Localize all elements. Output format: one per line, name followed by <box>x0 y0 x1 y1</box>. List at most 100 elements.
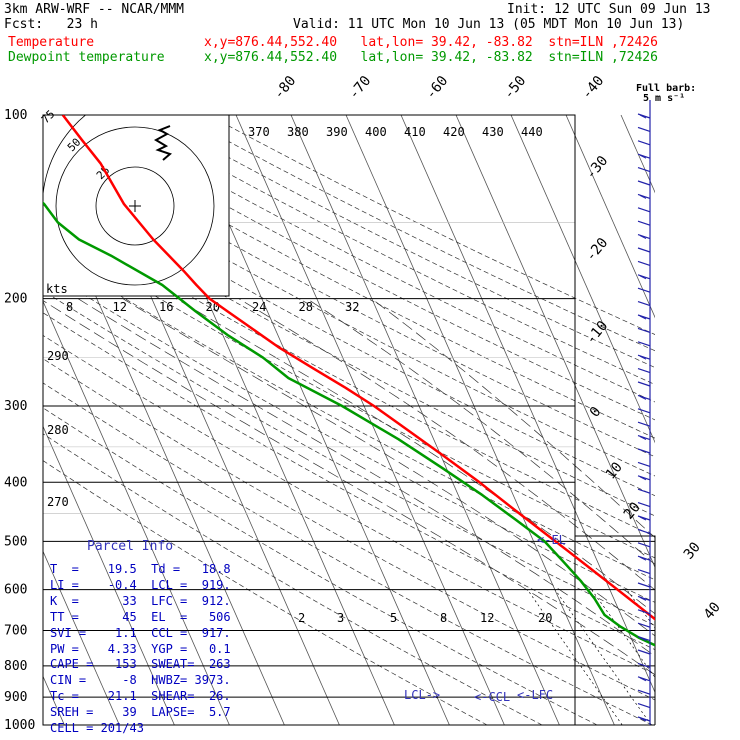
legend-temperature-name: Temperature <box>8 35 95 50</box>
theta-label-400: 400 <box>365 125 387 139</box>
wind-barb <box>637 461 651 467</box>
parcel-row: CELL = 201/43 <box>50 721 144 735</box>
isotherm-line <box>43 425 175 725</box>
wind-barb-flag <box>639 114 647 119</box>
wind-barb <box>637 515 651 521</box>
wind-barb-flag <box>639 476 647 481</box>
wind-barb <box>637 703 651 709</box>
legend-dewpoint-info: x,y=876.44,552.40 lat,lon= 39.42, -83.82… <box>204 50 658 65</box>
lower-frame-extension <box>575 535 656 725</box>
init-time: Init: 12 UTC Sun 09 Jun 13 <box>507 2 711 17</box>
wind-barb-flag <box>639 556 647 561</box>
theta-label-410: 410 <box>404 125 426 139</box>
hodograph-trace <box>153 125 172 161</box>
parcel-row: LI = -0.4 LCL = 919. <box>50 577 231 592</box>
pressure-label-500: 500 <box>4 534 27 549</box>
wind-barb <box>637 689 651 695</box>
wind-barb <box>637 153 651 159</box>
hodograph-ring <box>95 166 175 246</box>
mixing-ratio-line <box>554 589 652 725</box>
wind-barb <box>637 394 651 400</box>
wind-barb-flag <box>639 395 647 400</box>
dry-adiabat <box>43 382 653 725</box>
temperature-line <box>61 115 655 621</box>
hodograph-speed-label-16: 16 <box>159 300 173 314</box>
theta-label-430: 430 <box>482 125 504 139</box>
parcel-row: PW = 4.33 YGP = 0.1 <box>50 641 231 656</box>
wind-barb <box>637 260 651 266</box>
isobars <box>42 114 656 726</box>
pressure-label-200: 200 <box>4 292 27 307</box>
model-title: 3km ARW-WRF -- NCAR/MMM <box>4 2 185 17</box>
wind-barb <box>637 408 651 414</box>
lfc-marker: <-LFC <box>517 688 554 702</box>
parcel-row: CAPE = 153 SWEAT= 263 <box>50 657 231 672</box>
mixing-ratio-line <box>659 590 740 725</box>
theta-label-380: 380 <box>287 125 309 139</box>
wind-barb <box>637 274 651 280</box>
dry-adiabat <box>43 460 488 725</box>
wind-barb <box>637 301 651 307</box>
parcel-title: Parcel Info <box>87 539 174 554</box>
pressure-label-1000: 1000 <box>4 718 35 733</box>
parcel-row: SVI = 1.1 CCL = 917. <box>50 625 231 640</box>
mixing-ratio-label-5: 5 <box>390 611 397 625</box>
isotherm-label--30: -30 <box>583 153 612 183</box>
dry-adiabat <box>43 433 543 725</box>
wind-barb <box>637 234 651 240</box>
wind-barb <box>637 207 651 213</box>
dewpoint-line <box>43 201 655 647</box>
hodograph-speed-label-28: 28 <box>299 300 313 314</box>
valid-time: Valid: 11 UTC Mon 10 Jun 13 (05 MDT Mon … <box>293 17 685 32</box>
wind-barb <box>637 448 651 454</box>
mixing-ratio-line <box>527 589 623 725</box>
el-marker: <-EL <box>537 533 566 547</box>
mixing-ratio-label-2: 2 <box>298 611 305 625</box>
isotherm-label-10: 10 <box>603 459 626 482</box>
wind-barb <box>637 354 651 360</box>
isotherm-label--10: -10 <box>583 318 612 348</box>
wind-barb <box>637 676 651 682</box>
wind-barb <box>637 662 651 668</box>
dry-adiabat <box>208 115 655 335</box>
hodograph-speed-label-8: 8 <box>66 300 73 314</box>
wind-barb <box>637 287 651 293</box>
pressure-label-600: 600 <box>4 583 27 598</box>
wind-barb <box>637 314 651 320</box>
mixing-ratio-label-20: 20 <box>538 611 552 625</box>
theta-label-440: 440 <box>521 125 543 139</box>
wind-barb <box>637 582 651 588</box>
mixing-ratio-label-8: 8 <box>440 611 447 625</box>
wind-barb <box>637 247 651 253</box>
plot-frame <box>42 114 576 726</box>
wind-barb-flag <box>639 677 647 682</box>
sounding-profiles <box>43 115 655 647</box>
wind-barb-flag <box>639 154 647 159</box>
hodograph-speed-label-24: 24 <box>252 300 266 314</box>
wind-barb <box>637 167 651 173</box>
wind-barb-flag <box>639 637 647 642</box>
isotherm-line <box>620 115 655 194</box>
wind-barbs <box>637 100 651 725</box>
moist-adiabat <box>371 298 655 539</box>
wind-barb <box>637 649 651 655</box>
parcel-row: TT = 45 EL = 506 <box>50 609 231 624</box>
theta-label-390: 390 <box>326 125 348 139</box>
isotherm-line <box>43 550 120 725</box>
hodograph-ring <box>55 126 215 286</box>
lcl-marker: LCL-> <box>404 688 441 702</box>
ccl-marker: <-CCL <box>474 690 511 704</box>
wind-barb <box>637 528 651 534</box>
isotherm-line <box>455 115 655 569</box>
theta-label-420: 420 <box>443 125 465 139</box>
wind-barb-flag <box>639 516 647 521</box>
barb-legend-line2: 5 m s⁻¹ <box>643 93 686 104</box>
isotherm-line <box>510 115 655 444</box>
hodograph-ring-outer <box>43 115 87 218</box>
wind-barb <box>637 220 651 226</box>
wind-barb <box>637 569 651 575</box>
legend-temperature-info: x,y=876.44,552.40 lat,lon= 39.42, -83.82… <box>204 35 658 50</box>
pressure-label-300: 300 <box>4 399 27 414</box>
isotherm-line <box>43 300 230 725</box>
